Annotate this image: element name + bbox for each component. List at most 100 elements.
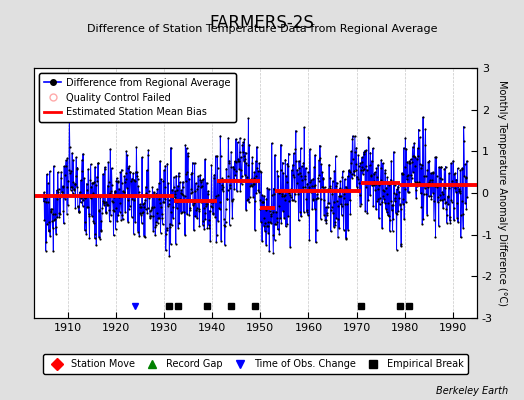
Point	[250, 169, 259, 175]
Point	[374, 186, 383, 193]
Point	[183, 150, 192, 156]
Point	[351, 133, 359, 140]
Point	[144, 147, 152, 153]
Point	[419, 181, 427, 187]
Point	[256, 196, 264, 203]
Point	[132, 144, 140, 150]
Point	[345, 167, 353, 173]
Point	[229, 163, 237, 170]
Point	[92, 192, 101, 198]
Point	[230, 186, 238, 192]
Point	[379, 187, 388, 193]
Point	[441, 164, 450, 170]
Point	[417, 190, 425, 196]
Point	[123, 152, 132, 158]
Point	[451, 170, 460, 176]
Point	[387, 198, 395, 204]
Point	[171, 240, 180, 247]
Point	[77, 199, 85, 206]
Point	[57, 169, 66, 175]
Point	[343, 200, 351, 207]
Point	[364, 197, 372, 203]
Point	[62, 163, 70, 169]
Point	[429, 169, 437, 175]
Point	[296, 209, 304, 215]
Point	[84, 166, 92, 172]
Point	[47, 207, 56, 214]
Point	[86, 177, 94, 184]
Point	[263, 195, 271, 202]
Point	[234, 156, 243, 162]
Point	[89, 190, 97, 196]
Point	[274, 226, 282, 233]
Point	[421, 141, 429, 148]
Point	[450, 171, 458, 177]
Point	[359, 167, 367, 173]
Point	[174, 170, 183, 176]
Point	[232, 159, 240, 166]
Point	[192, 180, 200, 186]
Point	[275, 231, 283, 238]
Point	[168, 186, 177, 193]
Point	[43, 199, 52, 205]
Point	[161, 163, 170, 169]
Point	[278, 160, 287, 166]
Point	[193, 186, 202, 192]
Point	[340, 195, 348, 202]
Point	[333, 197, 341, 204]
Point	[69, 190, 77, 196]
Point	[414, 126, 423, 133]
Point	[158, 221, 167, 227]
Point	[428, 177, 436, 183]
Point	[300, 176, 309, 182]
Point	[258, 238, 266, 244]
Point	[396, 201, 404, 207]
Point	[396, 206, 405, 212]
Point	[339, 168, 347, 175]
Point	[138, 210, 147, 216]
Point	[63, 211, 71, 217]
Point	[295, 158, 303, 164]
Point	[455, 188, 464, 194]
Point	[300, 209, 308, 215]
Point	[408, 174, 416, 181]
Point	[462, 206, 471, 212]
Point	[352, 161, 360, 167]
Point	[217, 238, 225, 244]
Point	[157, 204, 165, 210]
Point	[386, 216, 395, 223]
Point	[444, 201, 452, 207]
Point	[449, 158, 457, 164]
Point	[417, 204, 425, 210]
Point	[383, 191, 391, 198]
Point	[104, 159, 113, 166]
Point	[208, 204, 216, 210]
Point	[116, 169, 125, 176]
Point	[272, 219, 281, 225]
Point	[173, 199, 181, 206]
Point	[256, 168, 264, 174]
Point	[85, 194, 94, 200]
Point	[156, 200, 164, 206]
Point	[416, 161, 424, 167]
Point	[236, 135, 244, 141]
Point	[130, 197, 138, 203]
Point	[425, 179, 433, 185]
Point	[272, 215, 281, 221]
Point	[392, 246, 401, 253]
Point	[407, 156, 415, 162]
Point	[246, 182, 254, 189]
Point	[128, 191, 137, 198]
Point	[293, 171, 302, 178]
Point	[436, 197, 444, 204]
Point	[42, 171, 51, 178]
Point	[364, 134, 373, 140]
Point	[370, 169, 379, 176]
Point	[83, 187, 92, 193]
Point	[127, 178, 135, 184]
Point	[270, 236, 279, 243]
Point	[210, 175, 218, 182]
Point	[409, 169, 417, 175]
Point	[307, 177, 315, 183]
Point	[181, 142, 190, 148]
